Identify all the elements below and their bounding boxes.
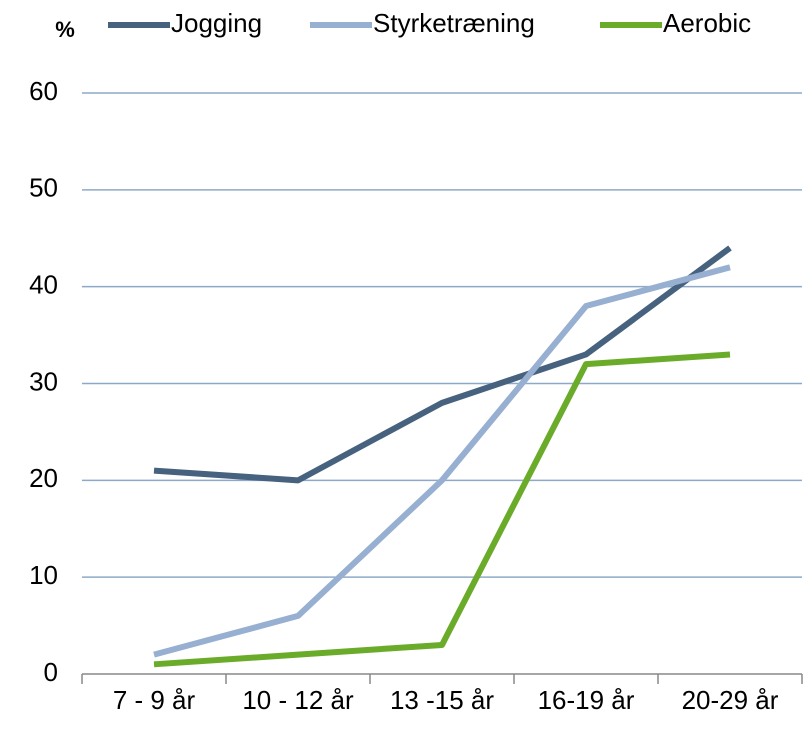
y-tick-label: 10 [29, 560, 58, 590]
y-tick-label: 0 [44, 657, 58, 687]
y-tick-label: 40 [29, 270, 58, 300]
x-tick-label: 20-29 år [682, 685, 779, 715]
y-tick-label: 30 [29, 366, 58, 396]
legend-label: Jogging [171, 8, 262, 38]
x-tick-label: 7 - 9 år [113, 685, 196, 715]
y-tick-label: 50 [29, 173, 58, 203]
y-tick-label: 60 [29, 76, 58, 106]
series-line [153, 264, 731, 658]
y-tick-label: 20 [29, 463, 58, 493]
legend-label: Styrketræning [373, 8, 535, 38]
series-line [153, 351, 731, 668]
legend-label: Aerobic [663, 8, 751, 38]
x-tick-label: 13 -15 år [390, 685, 494, 715]
series-line [153, 245, 732, 484]
x-tick-label: 10 - 12 år [242, 685, 354, 715]
y-axis-label: % [55, 17, 75, 42]
x-tick-label: 16-19 år [538, 685, 635, 715]
